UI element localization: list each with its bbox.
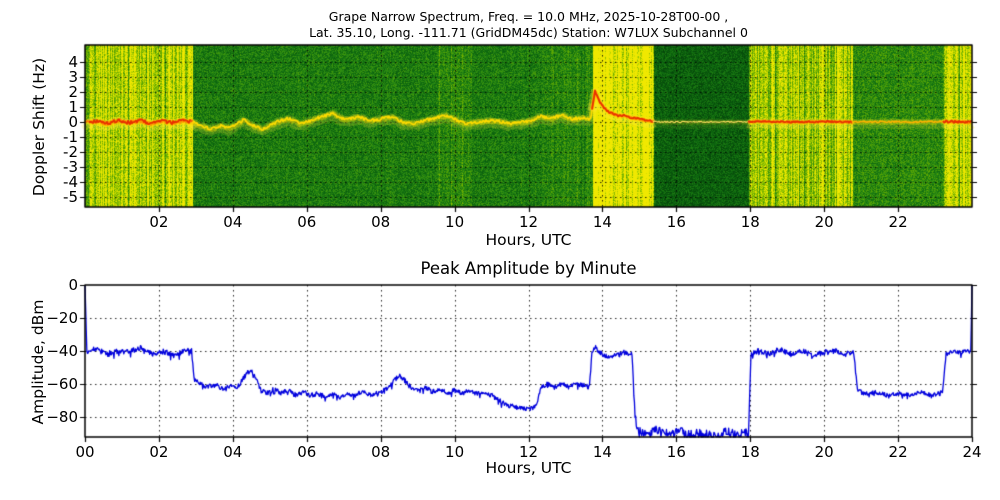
spectrogram-ytick-0: 0 xyxy=(68,113,78,131)
spectrogram-xtick-18: 18 xyxy=(740,213,760,231)
amplitude-xtick-00: 00 xyxy=(75,443,95,461)
amplitude-xtick-24: 24 xyxy=(962,443,982,461)
amplitude-xtick-20: 20 xyxy=(814,443,834,461)
figure-title-line2: Lat. 35.10, Long. -111.71 (GridDM45dc) S… xyxy=(309,25,748,40)
amplitude-xtick-10: 10 xyxy=(445,443,465,461)
spectrogram-ytick-2: 2 xyxy=(68,83,78,102)
spectrogram-ytick--4: -4 xyxy=(63,172,78,191)
amplitude-xtick-14: 14 xyxy=(592,443,612,461)
amplitude-xtick-22: 22 xyxy=(888,443,908,461)
figure-title-line1: Grape Narrow Spectrum, Freq. = 10.0 MHz,… xyxy=(328,9,729,24)
spectrogram-xtick-12: 12 xyxy=(518,213,539,231)
amplitude-ytick-minus80: −80 xyxy=(46,407,78,426)
amplitude-xtick-18: 18 xyxy=(740,443,760,461)
spectrogram-xtick-22: 22 xyxy=(888,213,908,231)
amplitude-xtick-12: 12 xyxy=(518,443,539,461)
amplitude-xtick-06: 06 xyxy=(297,443,317,461)
spectrogram-xtick-16: 16 xyxy=(666,213,686,231)
amplitude-xtick-04: 04 xyxy=(223,443,243,461)
amplitude-ytick-minus20: −20 xyxy=(46,308,78,327)
spectrogram-ytick-1: 1 xyxy=(68,98,78,117)
spectrogram-xtick-14: 14 xyxy=(592,213,612,231)
amplitude-xtick-16: 16 xyxy=(666,443,686,461)
spectrogram-plot xyxy=(75,40,982,225)
amplitude-ytick-minus60: −60 xyxy=(46,374,78,393)
amplitude-ytick-minus40: −40 xyxy=(46,341,78,360)
spectrogram-ytick--2: -2 xyxy=(63,142,78,161)
spectrogram-xtick-02: 02 xyxy=(149,213,169,231)
spectrogram-ytick-4: 4 xyxy=(68,53,78,72)
amplitude-xtick-02: 02 xyxy=(149,443,169,461)
amplitude-ytick-0: 0 xyxy=(68,276,78,294)
amplitude-title: Peak Amplitude by Minute xyxy=(420,259,637,278)
spectrogram-ytick--1: -1 xyxy=(63,127,78,146)
spectrogram-xtick-20: 20 xyxy=(814,213,834,231)
spectrogram-xtick-04: 04 xyxy=(223,213,243,231)
spectrogram-ytick--5: -5 xyxy=(63,187,78,206)
amplitude-xtick-08: 08 xyxy=(371,443,391,461)
spectrogram-xtick-08: 08 xyxy=(371,213,391,231)
amplitude-xlabel: Hours, UTC xyxy=(485,459,572,477)
spectrogram-ytick-3: 3 xyxy=(68,68,78,87)
spectrogram-xlabel: Hours, UTC xyxy=(485,231,572,249)
spectrogram-ytick--3: -3 xyxy=(63,157,78,176)
amplitude-plot xyxy=(75,280,982,447)
spectrogram-xtick-06: 06 xyxy=(297,213,317,231)
spectrogram-xtick-10: 10 xyxy=(445,213,465,231)
